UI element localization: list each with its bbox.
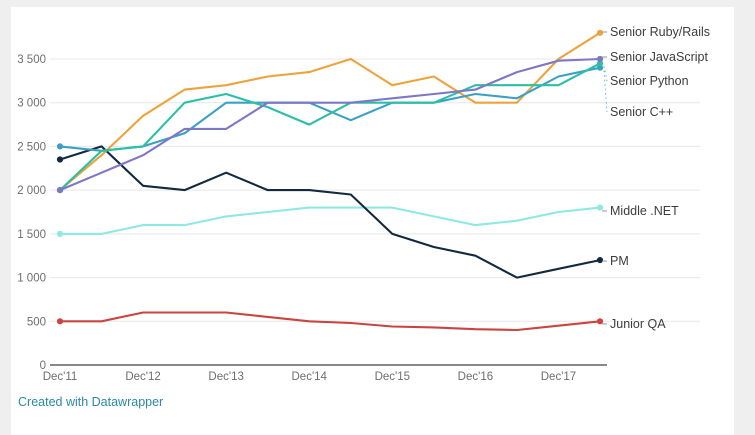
- y-tick-label: 3 000: [17, 98, 46, 110]
- x-tick-label: Dec'13: [208, 371, 243, 383]
- series-end-dot: [56, 230, 64, 237]
- series-line-middle-net[interactable]: [58, 206, 602, 235]
- series-end-dot: [596, 64, 604, 71]
- series-label-pm: PM: [610, 254, 629, 268]
- x-tick-label: Dec'17: [541, 371, 576, 383]
- series-line-pm[interactable]: [58, 145, 602, 279]
- series-end-dot: [596, 318, 604, 325]
- series-label-junior-qa: Junior QA: [610, 317, 666, 331]
- page-margin-left: [0, 0, 11, 435]
- series-line-junior-qa[interactable]: [58, 311, 602, 332]
- series-label-senior-python: Senior Python: [610, 74, 689, 88]
- series-end-dot: [56, 187, 64, 194]
- x-tick-label: Dec'14: [292, 371, 328, 383]
- y-tick-label: 2 000: [17, 185, 46, 197]
- label-leader-line: [603, 66, 608, 82]
- series-end-dot: [596, 29, 604, 36]
- label-leader-line: [603, 70, 608, 113]
- series-label-senior-ruby-rails: Senior Ruby/Rails: [610, 25, 711, 39]
- series-label-middle-net: Middle .NET: [610, 204, 679, 218]
- series-end-dot: [56, 143, 64, 150]
- y-tick-label: 500: [27, 316, 46, 328]
- datawrapper-credit-link[interactable]: Created with Datawrapper: [18, 395, 164, 409]
- y-tick-label: 3 500: [17, 54, 46, 66]
- series-line-senior-ruby-rails[interactable]: [58, 31, 602, 192]
- page-margin-right: [734, 0, 755, 435]
- series-label-senior-javascript: Senior JavaScript: [610, 50, 708, 64]
- y-tick-label: 1 000: [17, 273, 46, 285]
- series-line-senior-python[interactable]: [58, 62, 602, 192]
- y-tick-label: 2 500: [17, 141, 46, 153]
- y-tick-label: 1 500: [17, 229, 46, 241]
- series-end-dot: [596, 204, 604, 211]
- x-tick-label: Dec'16: [458, 371, 493, 383]
- series-end-dot: [596, 257, 604, 264]
- series-label-senior-c-: Senior C++: [610, 105, 674, 119]
- x-tick-label: Dec'11: [43, 371, 78, 383]
- x-tick-label: Dec'15: [375, 371, 410, 383]
- series-end-dot: [596, 55, 604, 63]
- series-end-dot: [56, 318, 64, 325]
- series-line-senior-javascript[interactable]: [58, 57, 602, 192]
- y-tick-label: 0: [40, 360, 46, 372]
- series-end-dot: [56, 156, 64, 163]
- series-line-senior-c-[interactable]: [58, 66, 602, 152]
- page-margin-top: [0, 0, 755, 7]
- series-end-dot: [596, 60, 604, 67]
- x-tick-label: Dec'12: [125, 371, 160, 383]
